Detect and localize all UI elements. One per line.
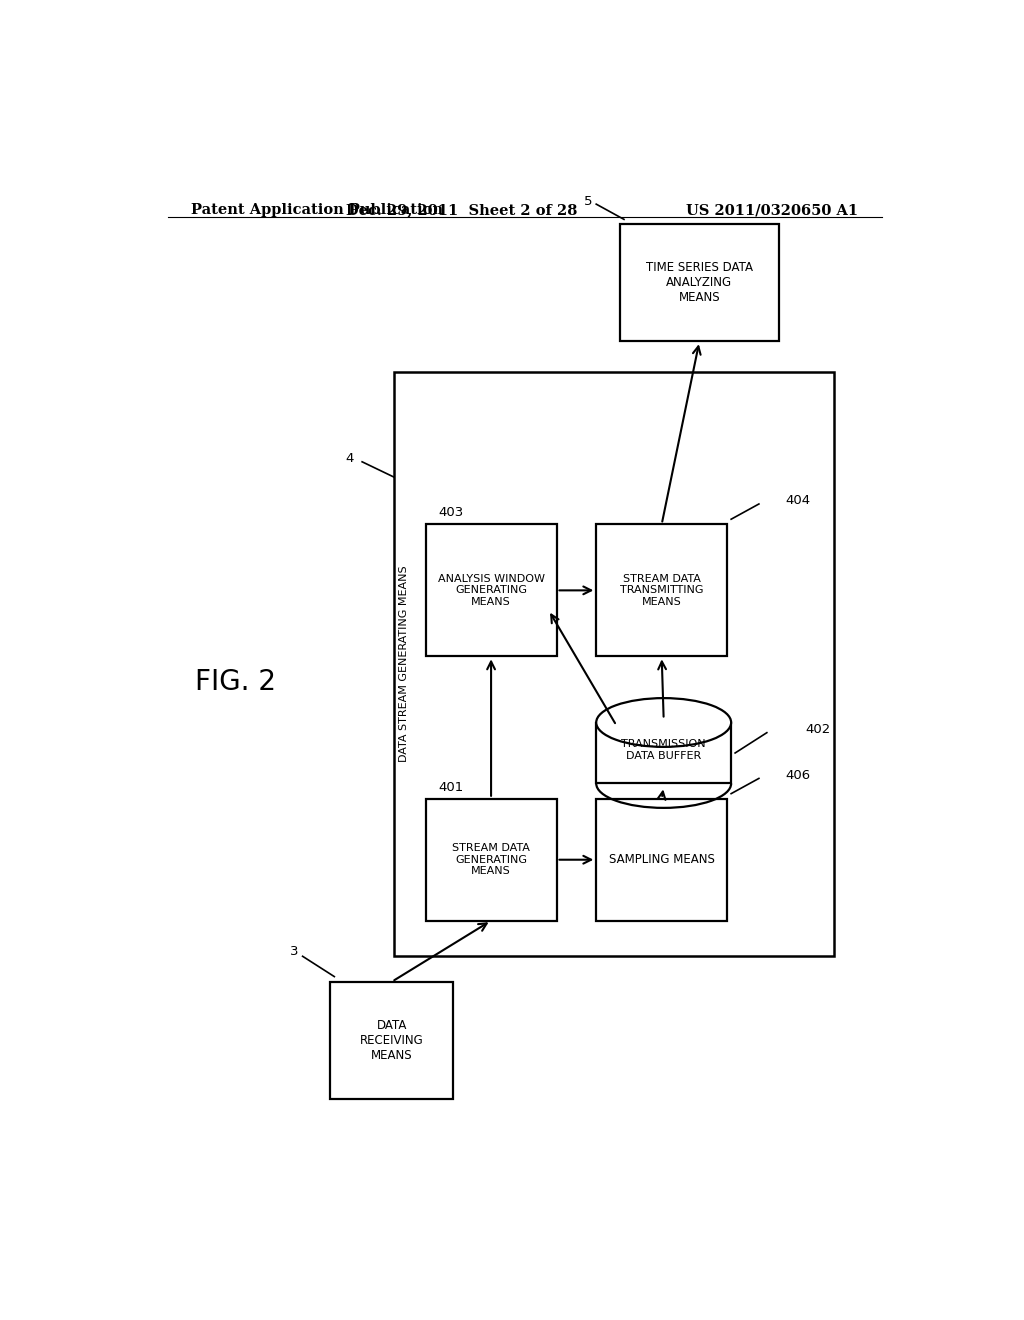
Text: 5: 5 (584, 194, 592, 207)
Bar (596, 799, 727, 921)
Text: 406: 406 (785, 768, 811, 781)
Bar (596, 722, 731, 784)
Text: US 2011/0320650 A1: US 2011/0320650 A1 (686, 203, 858, 216)
Bar (620, 224, 778, 342)
Text: TRANSMISSION
DATA BUFFER: TRANSMISSION DATA BUFFER (622, 739, 706, 760)
Text: 4: 4 (346, 453, 354, 465)
Text: ANALYSIS WINDOW
GENERATING
MEANS: ANALYSIS WINDOW GENERATING MEANS (437, 574, 545, 607)
Bar (394, 372, 835, 956)
Text: DATA
RECEIVING
MEANS: DATA RECEIVING MEANS (360, 1019, 424, 1061)
Bar (331, 982, 454, 1098)
Text: SAMPLING MEANS: SAMPLING MEANS (608, 853, 715, 866)
Text: TIME SERIES DATA
ANALYZING
MEANS: TIME SERIES DATA ANALYZING MEANS (646, 261, 753, 305)
Text: DATA STREAM GENERATING MEANS: DATA STREAM GENERATING MEANS (399, 566, 410, 763)
Ellipse shape (596, 698, 731, 747)
Text: STREAM DATA
GENERATING
MEANS: STREAM DATA GENERATING MEANS (453, 843, 530, 876)
Bar (426, 524, 557, 656)
Text: 402: 402 (805, 723, 830, 737)
Bar (596, 524, 727, 656)
Text: 3: 3 (290, 945, 299, 958)
Text: 403: 403 (438, 507, 464, 519)
Bar (426, 799, 557, 921)
Text: STREAM DATA
TRANSMITTING
MEANS: STREAM DATA TRANSMITTING MEANS (620, 574, 703, 607)
Text: Dec. 29, 2011  Sheet 2 of 28: Dec. 29, 2011 Sheet 2 of 28 (346, 203, 577, 216)
Text: 401: 401 (438, 780, 464, 793)
Text: 404: 404 (785, 495, 811, 507)
Text: FIG. 2: FIG. 2 (196, 668, 276, 696)
Text: Patent Application Publication: Patent Application Publication (191, 203, 443, 216)
